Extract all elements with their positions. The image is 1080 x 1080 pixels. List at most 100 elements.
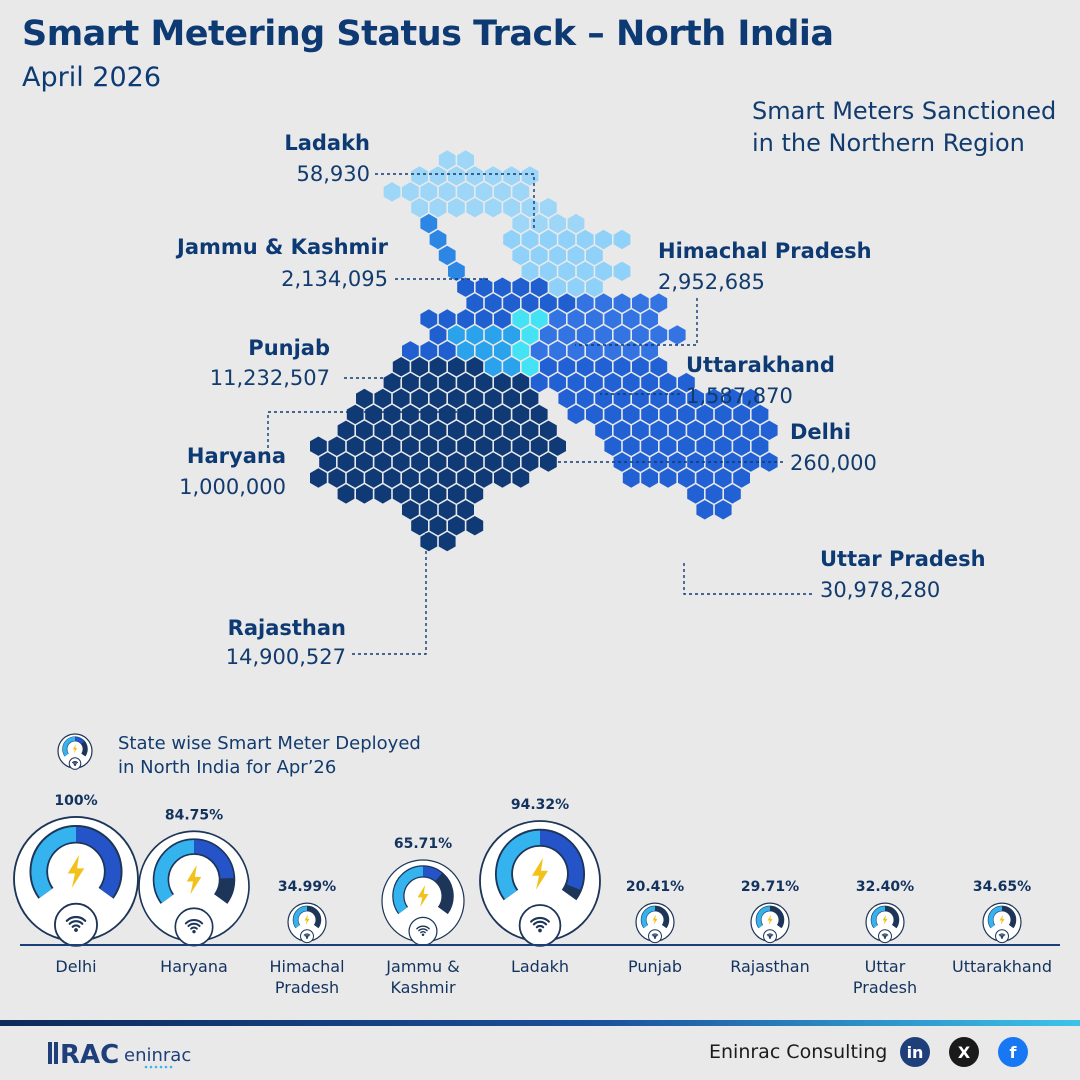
gauge-rajasthan <box>750 902 790 944</box>
hex-cell-punjab <box>438 309 456 329</box>
hex-cell-himachal-pradesh <box>549 245 566 266</box>
state-name-delhi: Delhi <box>790 420 851 444</box>
hex-cell-uttar-pradesh <box>733 468 750 488</box>
gauge-punjab <box>635 902 675 944</box>
hex-cell-ladakh <box>484 166 502 186</box>
facebook-icon[interactable]: f <box>998 1037 1028 1067</box>
state-name-jammu-kashmir: Jammu & Kashmir <box>175 235 389 259</box>
hex-cell-uttar-pradesh <box>751 436 769 456</box>
hex-cell-rajasthan <box>420 500 438 520</box>
hex-cell-punjab <box>530 277 548 297</box>
hex-cell-rajasthan <box>438 404 456 425</box>
hex-cell-ladakh <box>411 198 428 218</box>
hex-cell-uttar-pradesh <box>668 420 686 440</box>
gauge-ladakh <box>479 820 601 947</box>
hex-cell-rajasthan <box>374 388 392 409</box>
hex-cell-ladakh <box>567 213 585 234</box>
map-caption-line: in the Northern Region <box>752 129 1025 157</box>
linkedin-icon[interactable]: in <box>900 1037 930 1067</box>
hex-cell-ladakh <box>503 166 520 186</box>
hex-cell-uttar-pradesh <box>650 357 668 377</box>
gauge-value-label: 65.71% <box>394 836 452 852</box>
hex-cell-uttarakhand <box>650 293 668 313</box>
hex-cell-uttar-pradesh <box>530 372 548 393</box>
hex-cell-rajasthan <box>356 388 373 409</box>
hex-cell-himachal-pradesh <box>540 261 557 281</box>
hex-cell-himachal-pradesh <box>576 229 594 250</box>
hex-cell-uttar-pradesh <box>696 468 714 488</box>
hex-cell-rajasthan <box>530 436 548 456</box>
wifi-icon <box>878 929 892 944</box>
hex-cell-rajasthan <box>475 404 493 425</box>
hex-cell-rajasthan <box>512 468 530 488</box>
hex-cell-uttarakhand <box>641 309 658 329</box>
hex-cell-ladakh <box>448 166 465 186</box>
gauge-category-line: Pradesh <box>274 978 340 997</box>
hex-cell-ladakh <box>448 198 465 218</box>
gauge-himachal-pradesh <box>287 902 327 944</box>
state-value-rajasthan: 14,900,527 <box>226 645 346 669</box>
hex-cell-punjab <box>558 293 576 313</box>
hex-cell-rajasthan <box>466 420 484 440</box>
gauge-category-line: Kashmir <box>390 978 456 997</box>
hex-cell-punjab <box>466 293 484 313</box>
hex-cell-uttar-pradesh <box>714 468 732 488</box>
gauge-title-line: State wise Smart Meter Deployed <box>118 733 421 754</box>
hex-cell-uttar-pradesh <box>760 420 778 440</box>
hex-cell-rajasthan <box>383 468 401 488</box>
hex-cell-rajasthan <box>429 484 447 504</box>
state-value-uttar-pradesh: 30,978,280 <box>820 578 940 602</box>
hex-cell-ladakh <box>429 198 447 218</box>
hex-cell-rajasthan <box>310 436 327 456</box>
hex-cell-uttarakhand <box>613 325 631 345</box>
hex-cell-rajasthan <box>429 452 447 472</box>
state-value-delhi: 260,000 <box>790 451 877 475</box>
hex-cell-ladakh <box>438 182 456 202</box>
hex-cell-haryana <box>484 357 502 377</box>
hex-cell-ladakh <box>494 182 511 202</box>
page-subtitle: April 2026 <box>22 62 162 93</box>
hex-cell-uttar-pradesh <box>751 404 769 425</box>
x-icon[interactable]: X <box>949 1037 979 1067</box>
hex-cell-rajasthan <box>392 484 410 504</box>
hex-cell-uttarakhand <box>595 325 612 345</box>
hex-cell-rajasthan <box>346 436 364 456</box>
state-name-uttar-pradesh: Uttar Pradesh <box>820 547 986 571</box>
state-name-ladakh: Ladakh <box>284 131 370 155</box>
hex-cell-uttarakhand <box>613 293 631 313</box>
hex-cell-uttar-pradesh <box>705 420 723 440</box>
hex-cell-rajasthan <box>521 420 539 440</box>
hex-cell-delhi <box>521 325 539 345</box>
gauge-category-line: Ladakh <box>510 957 570 976</box>
hex-cell-himachal-pradesh <box>549 277 566 297</box>
hex-cell-rajasthan <box>503 388 520 409</box>
hex-cell-uttar-pradesh <box>705 388 723 409</box>
wifi-icon <box>995 929 1009 944</box>
hex-cell-rajasthan <box>420 436 438 456</box>
bolt-icon <box>72 744 78 754</box>
hex-cell-punjab <box>484 293 502 313</box>
gauge-category-label: Uttarakhand <box>942 956 1062 977</box>
bolt-icon <box>767 914 773 925</box>
hex-cell-haryana <box>466 325 484 345</box>
hex-cell-uttar-pradesh <box>632 357 649 377</box>
hex-cell-uttar-pradesh <box>714 404 732 425</box>
wifi-icon <box>648 929 662 944</box>
gauge-category-line: Uttar <box>864 957 906 976</box>
bolt-icon <box>67 854 85 888</box>
hex-cell-uttar-pradesh <box>595 357 612 377</box>
hex-cell-rajasthan <box>512 436 530 456</box>
hex-cell-jammu-kashmir <box>448 261 465 281</box>
hex-cell-uttarakhand <box>576 293 594 313</box>
state-name-punjab: Punjab <box>248 336 330 360</box>
hex-cell-uttarakhand <box>595 293 612 313</box>
hex-cell-himachal-pradesh <box>576 261 594 281</box>
map-caption-line: Smart Meters Sanctioned <box>752 97 1057 125</box>
logo-brand-name: eninrac <box>124 1045 191 1066</box>
wifi-icon <box>174 907 214 947</box>
hex-cell-punjab <box>475 309 493 329</box>
wifi-icon <box>518 904 562 947</box>
state-value-uttarakhand: 1,587,870 <box>686 384 793 408</box>
wifi-icon <box>763 929 777 944</box>
hex-cell-haryana <box>475 341 493 361</box>
